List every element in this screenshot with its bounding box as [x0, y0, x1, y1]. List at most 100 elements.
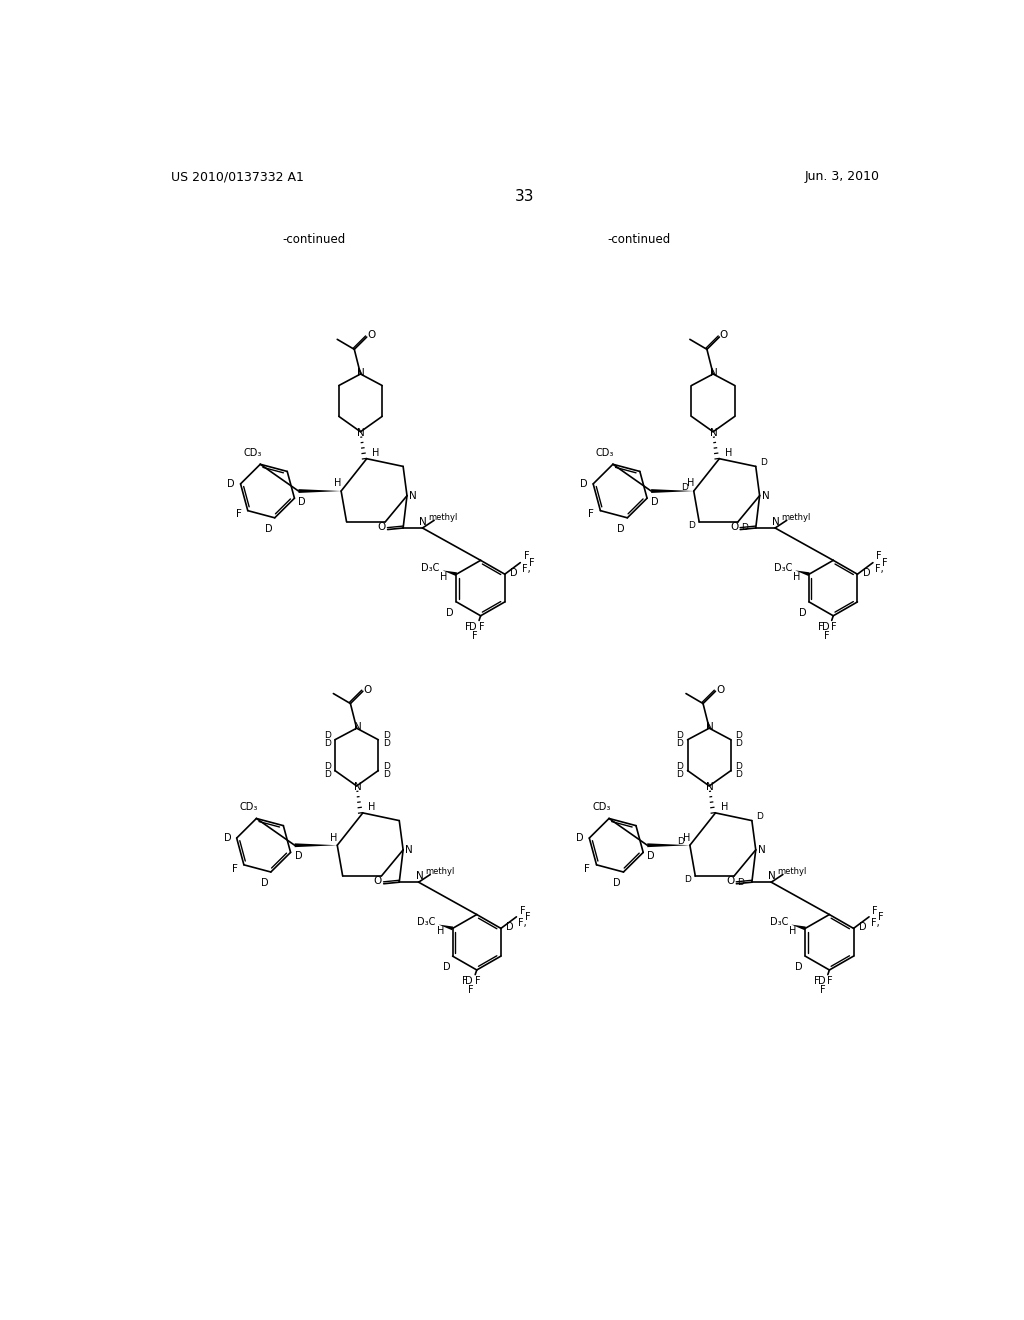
- Text: D: D: [507, 921, 514, 932]
- Text: D: D: [681, 483, 688, 491]
- Text: CD₃: CD₃: [592, 803, 610, 812]
- Text: D: D: [735, 739, 742, 748]
- Text: F: F: [475, 975, 480, 986]
- Text: H: H: [440, 573, 447, 582]
- Text: D: D: [227, 479, 236, 488]
- Text: D: D: [577, 833, 584, 843]
- Text: N: N: [768, 871, 776, 880]
- Text: D: D: [613, 878, 622, 888]
- Text: N: N: [357, 428, 366, 437]
- Text: D: D: [735, 762, 742, 771]
- Text: H: H: [373, 447, 380, 458]
- Polygon shape: [647, 843, 690, 847]
- Text: D: D: [442, 962, 451, 972]
- Text: D: D: [383, 739, 389, 748]
- Text: D: D: [735, 770, 742, 779]
- Polygon shape: [438, 924, 453, 931]
- Text: N: N: [758, 845, 766, 855]
- Text: D: D: [261, 878, 268, 888]
- Text: D₃C: D₃C: [773, 564, 792, 573]
- Text: D: D: [580, 479, 588, 488]
- Text: F: F: [820, 985, 826, 995]
- Text: N: N: [353, 722, 361, 733]
- Text: N: N: [710, 428, 718, 437]
- Text: N: N: [416, 871, 423, 880]
- Text: D: D: [383, 762, 389, 771]
- Text: N: N: [707, 722, 714, 733]
- Text: H: H: [683, 833, 690, 842]
- Text: F,: F,: [518, 917, 527, 928]
- Text: D: D: [651, 498, 658, 507]
- Text: N: N: [710, 368, 718, 379]
- Text: O: O: [720, 330, 728, 341]
- Text: -continued: -continued: [283, 232, 346, 246]
- Text: F: F: [468, 985, 473, 995]
- Text: N: N: [420, 517, 427, 527]
- Text: D: D: [324, 739, 331, 748]
- Text: methyl: methyl: [425, 867, 455, 876]
- Text: D: D: [265, 524, 272, 533]
- Text: O: O: [726, 876, 734, 887]
- Text: D: D: [446, 607, 454, 618]
- Text: F: F: [588, 510, 594, 520]
- Text: F: F: [824, 631, 829, 640]
- Text: D: D: [688, 521, 695, 531]
- Text: D: D: [677, 770, 683, 779]
- Polygon shape: [796, 570, 810, 576]
- Text: H: H: [436, 927, 443, 936]
- Polygon shape: [442, 570, 457, 576]
- Text: D₃C: D₃C: [417, 917, 435, 927]
- Text: D: D: [383, 731, 389, 741]
- Text: F,: F,: [874, 564, 884, 574]
- Text: D: D: [324, 770, 331, 779]
- Text: H: H: [331, 833, 338, 842]
- Text: CD₃: CD₃: [244, 447, 262, 458]
- Text: O: O: [730, 523, 738, 532]
- Text: D: D: [383, 770, 389, 779]
- Text: -continued: -continued: [608, 232, 671, 246]
- Text: N: N: [406, 845, 414, 855]
- Text: D: D: [510, 568, 518, 578]
- Text: D: D: [756, 812, 763, 821]
- Text: H: H: [725, 447, 732, 458]
- Text: F,: F,: [870, 917, 880, 928]
- Text: O: O: [368, 330, 376, 341]
- Text: N: N: [410, 491, 417, 500]
- Text: methyl: methyl: [777, 867, 807, 876]
- Text: F: F: [831, 622, 837, 631]
- Text: D: D: [469, 622, 477, 631]
- Text: F: F: [529, 557, 535, 568]
- Text: F: F: [827, 975, 833, 986]
- Text: F: F: [814, 975, 820, 986]
- Text: F: F: [872, 906, 878, 916]
- Text: D₃C: D₃C: [770, 917, 788, 927]
- Text: D: D: [647, 851, 654, 861]
- Text: F: F: [877, 552, 882, 561]
- Text: D: D: [737, 878, 743, 887]
- Text: N: N: [707, 781, 714, 792]
- Text: O: O: [374, 876, 382, 887]
- Text: D: D: [796, 962, 803, 972]
- Polygon shape: [651, 490, 693, 492]
- Text: D: D: [740, 524, 748, 532]
- Text: D: D: [863, 568, 870, 578]
- Text: F: F: [472, 631, 477, 640]
- Text: O: O: [716, 685, 724, 694]
- Text: US 2010/0137332 A1: US 2010/0137332 A1: [171, 170, 303, 183]
- Text: O: O: [364, 685, 372, 694]
- Text: H: H: [687, 478, 694, 488]
- Text: F: F: [882, 557, 888, 568]
- Text: D: D: [818, 975, 825, 986]
- Text: N: N: [762, 491, 770, 500]
- Polygon shape: [792, 924, 806, 931]
- Text: F: F: [231, 863, 238, 874]
- Text: D: D: [677, 762, 683, 771]
- Text: 33: 33: [515, 189, 535, 203]
- Text: D: D: [799, 607, 807, 618]
- Text: N: N: [357, 368, 366, 379]
- Text: D: D: [298, 498, 306, 507]
- Text: F: F: [818, 622, 823, 631]
- Text: F: F: [520, 906, 525, 916]
- Text: N: N: [772, 517, 779, 527]
- Text: D: D: [677, 739, 683, 748]
